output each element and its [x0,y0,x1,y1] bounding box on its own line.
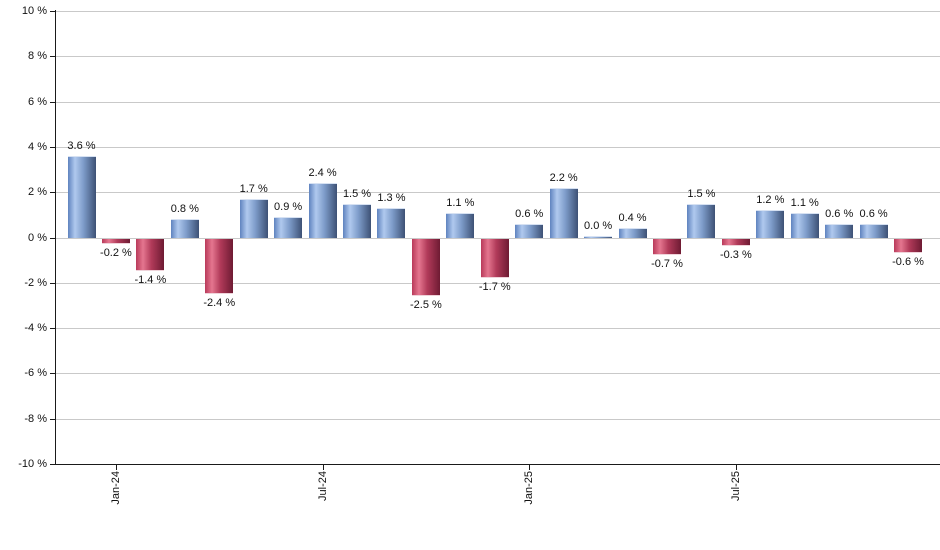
bar-value-label: -0.6 % [892,256,924,269]
bar [446,212,475,239]
y-axis-tick [50,146,55,148]
y-axis-label: -10 % [18,458,47,470]
bar [584,236,613,239]
bar [239,198,268,239]
y-axis-tick [50,464,55,465]
y-gridline [55,101,940,103]
bar [894,238,923,254]
y-gridline [55,328,940,330]
x-axis-tick [735,464,737,470]
bar-value-label: 1.5 % [687,187,716,200]
y-axis-tick [50,373,55,375]
bar [859,223,888,239]
y-axis-label: 8 % [28,50,47,63]
bar [67,155,96,239]
bar [652,238,681,256]
y-gridline [55,373,940,375]
bar-value-label: 0.6 % [825,207,854,220]
x-axis-label: Jan-24 [109,471,122,505]
bar [480,238,509,278]
bar [549,187,578,239]
bar-value-label: 0.8 % [170,203,199,216]
y-gridline [55,418,940,420]
bar-value-label: 0.6 % [859,207,888,220]
y-axis-label: -2 % [24,276,47,289]
y-axis-tick [50,328,55,330]
y-axis-label: 10 % [21,5,47,17]
bar [136,238,165,272]
y-axis-label: 6 % [28,95,47,108]
bar [618,228,647,239]
bar-value-label: 0.6 % [515,207,544,220]
bar [101,238,130,245]
bar-value-label: -2.4 % [203,296,236,309]
bar-value-label: 1.1 % [790,196,819,209]
bar [274,217,303,239]
y-axis-tick [50,282,55,284]
x-axis-label: Jan-25 [523,471,536,505]
bar-value-label: 1.1 % [446,196,475,209]
bar [515,223,544,239]
y-axis-tick [50,418,55,420]
bar-value-label: -1.4 % [134,274,167,287]
y-axis-tick [50,237,55,239]
y-axis-tick [50,101,55,103]
bar [377,208,406,239]
bar-value-label: 0.9 % [274,201,303,214]
bar-value-label: -0.3 % [719,249,752,262]
bar-value-label: -1.7 % [478,281,511,293]
y-gridline [55,56,940,58]
bar-value-label: 1.7 % [239,182,268,195]
bar [170,219,199,239]
bar-value-label: 3.6 % [67,139,96,152]
bar [411,238,440,297]
y-axis-line [55,10,56,464]
x-axis-line [55,464,940,465]
y-axis-label: 0 % [28,231,47,244]
bar [721,238,750,247]
bar-value-label: -0.2 % [100,247,132,260]
bar-value-label: -2.5 % [409,299,442,312]
bar-value-label: 1.2 % [756,194,785,207]
bar-value-label: -0.7 % [651,258,683,271]
bar-value-label: 0.4 % [618,212,647,225]
x-axis-label: Jul-25 [729,471,742,501]
y-axis-label: 4 % [28,140,47,153]
y-gridline [55,282,940,284]
y-axis-label: -4 % [24,322,47,335]
bar [343,203,372,239]
y-axis-label: 2 % [28,186,47,199]
y-axis-label: -6 % [24,367,47,380]
bar-value-label: 1.3 % [377,192,406,205]
bar [790,212,819,239]
x-axis-tick [529,464,531,470]
y-gridline [55,192,940,194]
bar [308,183,337,239]
y-gridline [55,11,940,12]
bar-value-label: 0.0 % [584,220,613,233]
y-gridline [55,237,940,239]
y-axis-tick [50,11,55,12]
bar-value-label: 2.2 % [549,171,578,184]
y-axis-tick [50,56,55,58]
bar [687,203,716,239]
x-axis-tick [115,464,117,470]
bar [825,223,854,239]
bar-value-label: 2.4 % [308,167,337,180]
bar [756,210,785,239]
y-axis-tick [50,192,55,194]
x-axis-tick [322,464,324,470]
y-axis-label: -8 % [24,412,47,425]
bar [205,238,234,294]
bar-value-label: 1.5 % [342,187,372,200]
x-axis-label: Jul-24 [316,471,329,501]
y-gridline [55,146,940,148]
